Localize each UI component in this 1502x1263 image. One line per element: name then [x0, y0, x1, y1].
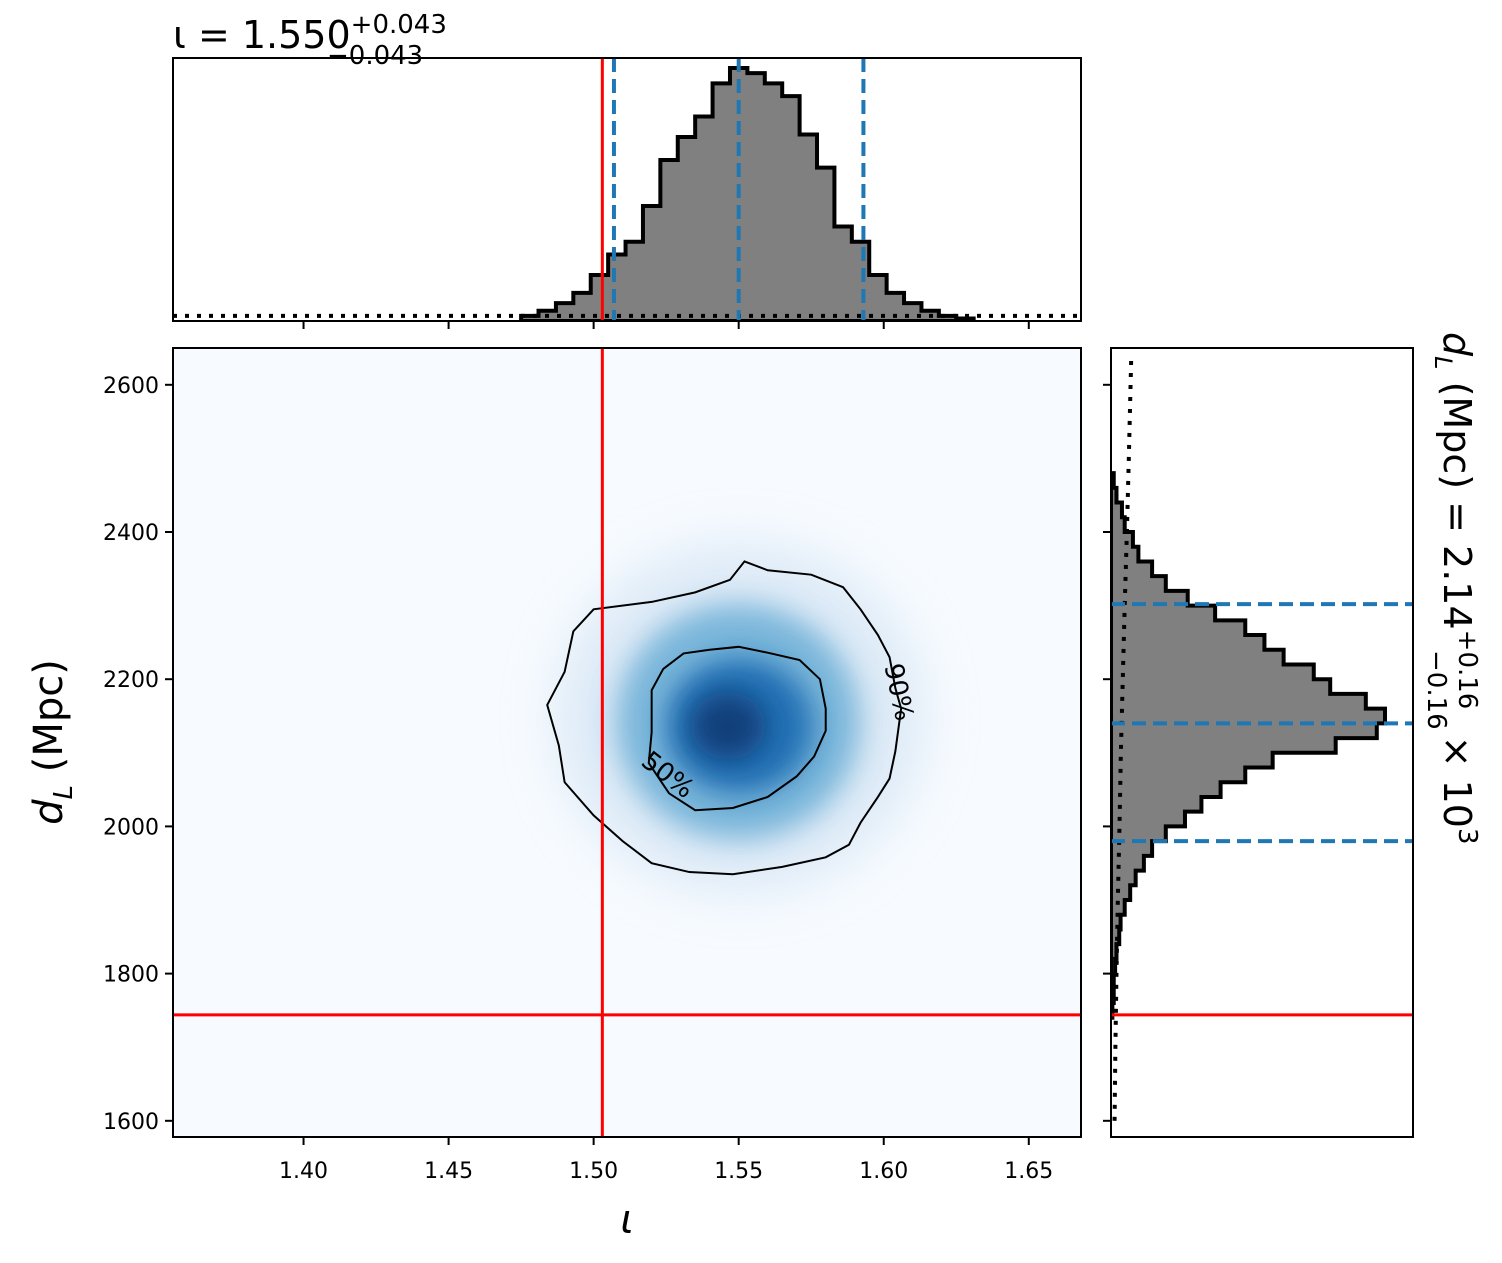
- x-histogram-outline: [519, 66, 976, 321]
- y-tick-label: 2600: [103, 374, 159, 399]
- y-histogram-outline: [1111, 471, 1387, 1020]
- contour-90-line: [546, 560, 903, 876]
- joint-panel: 50%90% 1.40 1.45 1.50 1.55 1.60 1.65 1600 1800 2…: [103, 347, 1082, 1184]
- x-tick-label: 1.45: [424, 1159, 473, 1184]
- y-prior-line: [1112, 355, 1134, 1121]
- y-tick-label: 2200: [103, 668, 159, 693]
- x-tick-label: 1.50: [569, 1159, 618, 1184]
- y-parameter-title: dL (Mpc) = 2.14+0.16−0.16× 103: [1421, 332, 1482, 845]
- right-y-ticks: [1103, 383, 1111, 1122]
- y-tick-label: 1600: [103, 1110, 159, 1135]
- right-panel-frame: [1110, 347, 1414, 1138]
- joint-density: 50%90%: [173, 348, 1081, 1137]
- top-histogram: [173, 58, 1081, 321]
- y-tick-label: 2400: [103, 521, 159, 546]
- right-histogram: [1111, 355, 1413, 1121]
- top-panel-frame: [172, 57, 1082, 322]
- joint-panel-frame: [172, 347, 1082, 1138]
- x-tick-label: 1.60: [859, 1159, 908, 1184]
- x-axis-label: ι: [620, 1197, 634, 1243]
- x-tick-label: 1.65: [1004, 1159, 1053, 1184]
- right-marginal-panel: [1103, 347, 1414, 1138]
- density-peak: [690, 692, 766, 760]
- top-x-ticks: [302, 321, 1030, 329]
- x-tick-label: 1.40: [279, 1159, 328, 1184]
- x-parameter-title: ι = 1.550+0.043 −0.043: [173, 10, 447, 71]
- x-tick-label: 1.55: [714, 1159, 763, 1184]
- contour-50-line: [647, 645, 827, 812]
- y-axis-label: dL (Mpc): [26, 659, 79, 825]
- x-histogram-fill: [521, 68, 974, 321]
- y-tick-label: 2000: [103, 815, 159, 840]
- top-marginal-panel: [172, 57, 1082, 329]
- y-tick-label: 1800: [103, 963, 159, 988]
- joint-ticks: 1.40 1.45 1.50 1.55 1.60 1.65 1600 1800 2000 2200…: [103, 374, 1053, 1184]
- y-histogram-fill: [1111, 473, 1385, 1018]
